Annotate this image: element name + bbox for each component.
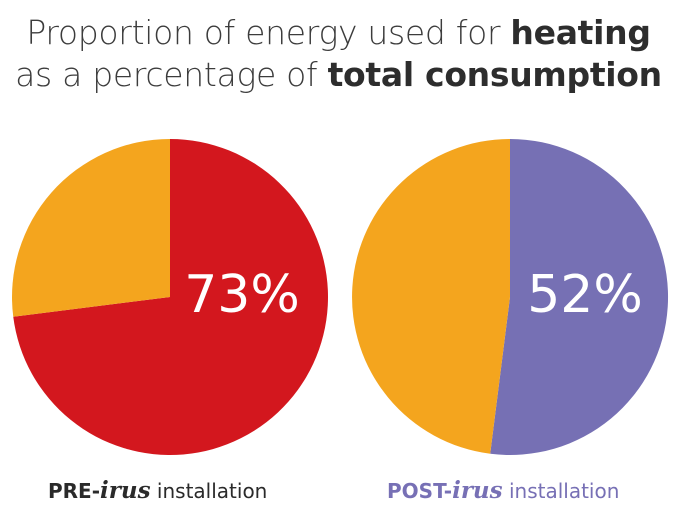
pie-pre-value-label: 73% <box>184 265 300 325</box>
pie-post: 52% <box>352 139 669 455</box>
caption-post-brand: irus <box>452 477 503 504</box>
pie-post-value-label: 52% <box>527 265 643 325</box>
title-line-2: as a percentage of total consumption <box>0 54 677 96</box>
pie-post-slice-other <box>352 139 510 454</box>
caption-post-suffix: installation <box>502 479 620 503</box>
caption-post-prefix: POST- <box>387 479 453 503</box>
chart-title: Proportion of energy used for heating as… <box>0 12 677 96</box>
title-line-1: Proportion of energy used for heating <box>0 12 677 54</box>
pie-pre-slice-other <box>12 139 171 317</box>
title-line-1-normal: Proportion of energy used for <box>26 13 511 52</box>
title-line-2-normal: as a percentage of <box>15 55 328 94</box>
caption-pre: PRE-irus installation <box>48 478 267 504</box>
pie-pre-slice-heating <box>13 139 329 456</box>
title-line-2-bold: total consumption <box>327 55 663 94</box>
caption-pre-brand: irus <box>100 477 151 504</box>
caption-pre-suffix: installation <box>150 479 268 503</box>
caption-pre-prefix: PRE- <box>48 479 101 503</box>
title-line-1-bold: heating <box>510 13 651 52</box>
caption-post: POST-irus installation <box>387 478 619 504</box>
pie-post-slice-heating <box>490 139 669 455</box>
pie-pre: 73% <box>12 139 329 456</box>
